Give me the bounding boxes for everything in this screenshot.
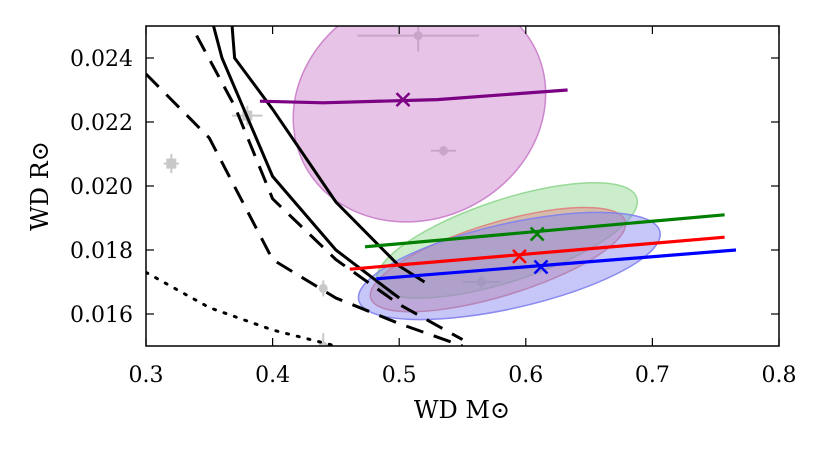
x-tick-label: 0.4	[255, 363, 290, 388]
y-tick-label: 0.022	[70, 111, 133, 136]
confidence-ellipses	[292, 26, 661, 321]
green-best-fit-marker	[529, 226, 545, 242]
x-tick-label: 0.7	[635, 363, 670, 388]
data-point	[163, 154, 179, 174]
curve-dashed-1	[146, 72, 464, 346]
data-point	[357, 26, 479, 52]
blue-line	[376, 248, 737, 281]
data-point	[318, 280, 328, 297]
y-tick-label: 0.024	[70, 47, 133, 72]
purple-ellipse	[292, 26, 547, 223]
y-tick-label: 0.018	[70, 239, 133, 264]
data-point	[462, 275, 501, 289]
y-axis-title: WD R⊙	[26, 141, 54, 231]
curve-dotted-1	[146, 270, 338, 346]
curve-solid-1	[211, 26, 401, 300]
red-best-fit-marker	[512, 249, 527, 264]
x-axis-title: WD M⊙	[414, 396, 510, 424]
system-lines	[259, 88, 737, 281]
blue-best-fit-marker	[533, 259, 549, 275]
curve-solid-2	[230, 26, 426, 284]
data-point	[430, 146, 457, 156]
axis-ticks: 0.3 0.4 0.5 0.6 0.7 0.8 0.016 0.018 0.020 0.022 0.…	[70, 26, 797, 388]
curve-dashed-2	[195, 34, 464, 341]
y-tick-label: 0.016	[70, 303, 133, 328]
y-tick-label: 0.020	[70, 175, 133, 200]
green-ellipse	[375, 181, 639, 299]
red-line	[349, 235, 725, 271]
red-ellipse	[369, 206, 627, 313]
green-line	[364, 213, 725, 249]
circle-marker	[318, 283, 328, 293]
x-tick-label: 0.3	[129, 363, 164, 388]
circle-marker	[439, 146, 449, 156]
plot-area	[146, 26, 737, 346]
circle-marker	[413, 31, 423, 41]
blue-ellipse	[357, 211, 661, 321]
mass-radius-curves	[146, 26, 464, 346]
square-marker	[166, 158, 177, 169]
circle-marker	[476, 277, 486, 287]
purple-line	[259, 88, 568, 105]
purple-best-fit-marker	[395, 92, 411, 107]
x-tick-label: 0.6	[508, 363, 543, 388]
x-tick-label: 0.5	[382, 363, 417, 388]
x-tick-label: 0.8	[762, 363, 797, 388]
best-fit-markers	[395, 92, 549, 275]
